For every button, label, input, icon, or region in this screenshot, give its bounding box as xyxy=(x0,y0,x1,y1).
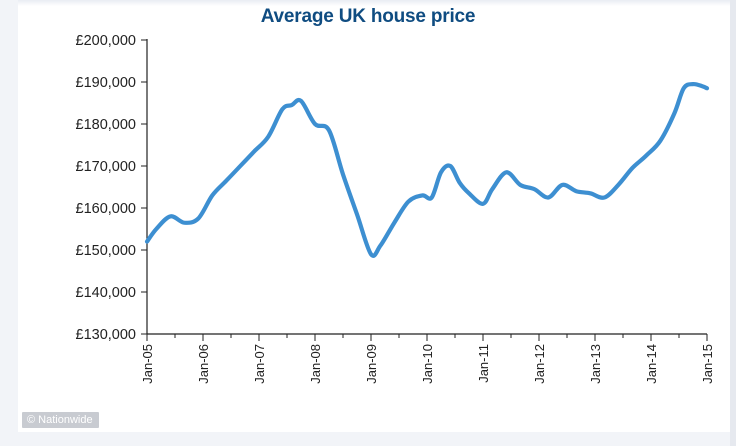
x-tick-label: Jan-11 xyxy=(476,344,491,383)
x-tick-label: Jan-10 xyxy=(420,344,435,384)
x-tick-label: Jan-12 xyxy=(532,344,547,384)
y-tick-label: £180,000 xyxy=(76,117,136,133)
y-tick-label: £140,000 xyxy=(76,285,136,301)
plot-area xyxy=(144,81,710,258)
y-tick-label: £150,000 xyxy=(76,243,136,259)
house-price-series-line xyxy=(144,81,710,258)
chart-title: Average UK house price xyxy=(260,6,476,27)
y-tick-label: £170,000 xyxy=(76,159,136,175)
y-tick-label: £160,000 xyxy=(76,201,136,217)
x-tick-label: Jan-15 xyxy=(700,344,715,384)
x-tick-label: Jan-07 xyxy=(252,344,267,384)
x-tick-label: Jan-09 xyxy=(364,344,379,384)
chart-axes xyxy=(146,39,707,335)
y-tick-label: £130,000 xyxy=(76,327,136,343)
chart-panel xyxy=(18,0,730,432)
y-axis-ticks: £200,000 £190,000 £180,000 £170,000 £160,000… xyxy=(76,33,147,343)
x-tick-label: Jan-13 xyxy=(588,344,603,384)
y-tick-label: £190,000 xyxy=(76,75,136,91)
panel-top-shade xyxy=(18,0,730,6)
x-tick-label: Jan-08 xyxy=(308,344,323,384)
x-tick-label: Jan-14 xyxy=(644,344,659,384)
x-axis-ticks: Jan-05 Jan-06 Jan-07 Jan-08 Jan-09 Jan-10 Jan-… xyxy=(140,334,715,384)
y-tick-label: £200,000 xyxy=(76,33,136,49)
x-tick-label: Jan-05 xyxy=(140,344,155,384)
copyright-watermark: © Nationwide xyxy=(22,412,99,428)
right-edge-strip xyxy=(730,0,736,446)
x-tick-label: Jan-06 xyxy=(196,344,211,384)
